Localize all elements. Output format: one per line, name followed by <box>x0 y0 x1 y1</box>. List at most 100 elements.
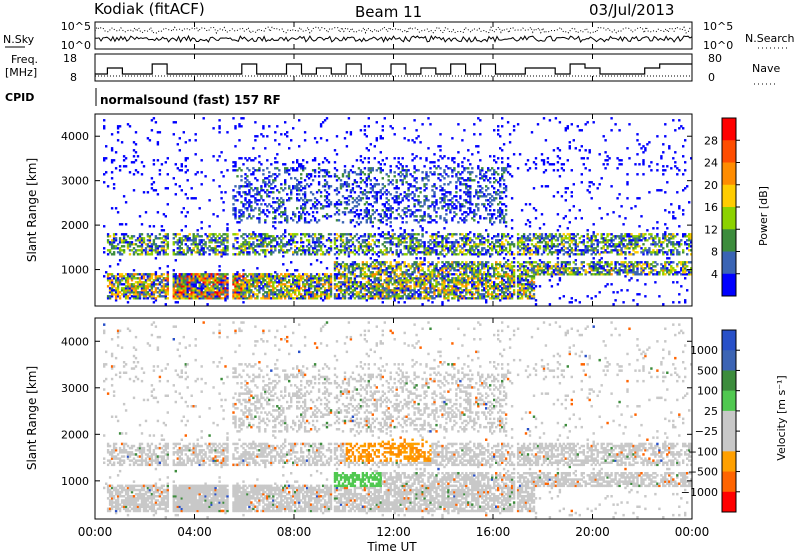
power-cell <box>248 279 251 282</box>
power-cell <box>300 197 303 200</box>
power-cell <box>198 293 201 296</box>
power-cell <box>353 191 357 194</box>
power-cell <box>286 251 289 254</box>
power-cell <box>415 177 418 180</box>
power-cell <box>425 187 428 190</box>
power-cell <box>296 199 299 202</box>
power-cell <box>158 289 162 292</box>
station-title: Kodiak (fitACF) <box>94 0 205 18</box>
power-cell <box>202 279 205 282</box>
power-cell <box>437 257 440 260</box>
power-cell <box>176 293 179 296</box>
power-cell <box>270 249 273 252</box>
power-cell <box>351 219 355 222</box>
power-cell <box>172 297 175 300</box>
power-cell <box>439 179 442 182</box>
power-cell <box>158 281 162 284</box>
power-cell <box>194 291 197 294</box>
power-cell <box>341 221 345 224</box>
power-cell <box>282 199 285 202</box>
power-cell <box>218 119 221 122</box>
power-cell <box>172 291 175 294</box>
power-cell <box>180 241 183 244</box>
power-cell <box>226 289 229 292</box>
power-cell <box>367 117 370 120</box>
power-cell <box>298 275 301 278</box>
power-cell <box>184 281 187 284</box>
power-cell <box>216 277 219 280</box>
power-cell <box>254 139 257 142</box>
power-cell <box>445 213 448 216</box>
freq-label-2: [MHz] <box>5 66 37 79</box>
power-cell <box>200 291 203 294</box>
power-cell <box>156 131 160 134</box>
power-cell <box>154 251 158 254</box>
power-cell <box>134 249 138 252</box>
power-cell <box>300 177 303 180</box>
power-cell <box>154 283 158 286</box>
power-cell <box>138 283 142 286</box>
power-cell <box>208 295 211 298</box>
power-cell <box>198 275 201 278</box>
power-cell <box>242 163 245 166</box>
power-cell <box>311 285 315 288</box>
power-cell <box>214 233 217 236</box>
power-cell <box>178 289 181 292</box>
power-cell <box>262 245 265 248</box>
power-cell <box>305 183 309 186</box>
power-cell <box>302 207 305 210</box>
power-cell <box>254 293 257 296</box>
power-cell <box>124 279 128 282</box>
power-cell <box>339 201 343 204</box>
power-cell <box>300 295 303 298</box>
power-cell <box>208 249 211 252</box>
power-cell <box>116 127 120 130</box>
power-cell <box>315 279 319 282</box>
power-cell <box>210 273 213 276</box>
power-cell <box>138 239 142 242</box>
power-cell <box>307 297 311 300</box>
power-cell <box>140 239 144 242</box>
power-cell <box>260 243 263 246</box>
power-cell <box>303 193 307 196</box>
power-cell <box>122 233 126 236</box>
power-cell <box>288 233 291 236</box>
power-cell <box>184 287 187 290</box>
power-cell <box>307 173 311 176</box>
power-cell <box>260 273 263 276</box>
power-cell <box>248 251 251 254</box>
power-cell <box>118 291 122 294</box>
power-cell <box>103 181 106 184</box>
power-cell <box>274 131 277 134</box>
power-cell <box>270 247 273 250</box>
power-cell <box>236 287 239 290</box>
power-cell <box>435 211 438 214</box>
power-cell <box>305 173 309 176</box>
power-cell <box>150 187 154 190</box>
power-cell <box>296 241 299 244</box>
power-cell <box>188 279 191 282</box>
power-cell <box>248 199 251 202</box>
power-cell <box>268 277 271 280</box>
power-cell <box>222 285 225 288</box>
power-cell <box>226 239 229 242</box>
power-cell <box>319 195 323 198</box>
power-cell <box>250 295 253 298</box>
power-cell <box>260 203 263 206</box>
power-cell <box>361 161 365 164</box>
power-cell <box>192 243 195 246</box>
power-cell <box>148 277 152 280</box>
power-cell <box>154 275 158 278</box>
power-cell <box>254 281 257 284</box>
power-cell <box>154 235 158 238</box>
power-cell <box>276 235 279 238</box>
power-cell <box>389 261 392 264</box>
power-cell <box>116 291 120 294</box>
power-cell <box>303 201 307 204</box>
power-cell <box>234 239 237 242</box>
power-cell <box>298 285 301 288</box>
power-cell <box>166 289 169 292</box>
power-cell <box>433 191 436 194</box>
power-cell <box>325 139 329 142</box>
power-cell <box>184 157 187 160</box>
